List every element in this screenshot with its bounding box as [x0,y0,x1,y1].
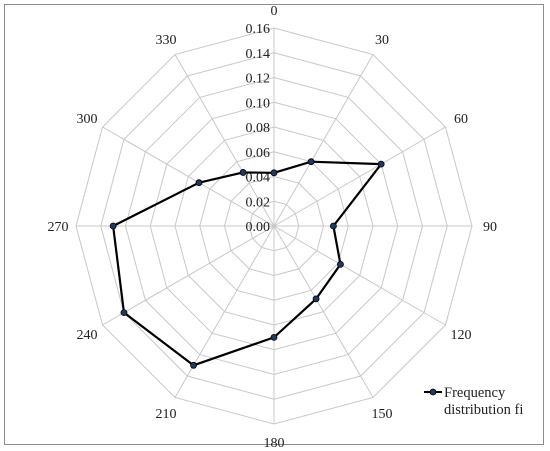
data-point [239,169,247,176]
radial-tick-label: 0.10 [246,96,271,111]
angle-label: 300 [76,112,97,127]
grid-spoke [174,54,275,227]
data-point [337,260,344,268]
data-point [329,222,337,230]
data-point [109,222,117,230]
radial-tick-label: 0.06 [246,146,271,161]
angle-label: 0 [271,4,278,19]
angle-label: 30 [375,33,389,48]
angle-label: 330 [156,33,177,48]
legend: Frequency distribution fi [424,385,523,418]
radial-tick-label: 0.08 [246,121,271,136]
radial-tick-label: 0.16 [246,22,271,37]
data-point [307,158,315,166]
data-point [270,169,278,177]
data-point [312,295,320,303]
angle-labels: 0 30 60 90 120 150 180 210 240 270 300 330 [48,4,498,451]
grid-spoke [273,225,446,326]
data-point [270,333,278,341]
radial-tick-label: 0.00 [246,220,271,235]
angle-label: 240 [76,328,97,343]
angle-label: 60 [454,112,468,127]
data-point [190,361,197,369]
radial-tick-label: 0.14 [246,47,271,62]
radial-tick-label: 0.02 [246,195,271,210]
data-point [195,179,203,187]
legend-label-line2: distribution fi [444,402,523,418]
angle-label: 180 [264,436,285,451]
grid-spoke [102,126,275,227]
data-point [120,309,128,317]
grid-spoke [273,54,374,227]
grid-spoke [174,225,275,398]
angle-label: 270 [48,220,69,235]
radar-grid [75,27,473,425]
data-point [377,160,385,168]
radial-tick-label: 0.04 [246,171,271,186]
angle-label: 120 [451,328,472,343]
grid-spoke [102,225,275,326]
legend-label-line1: Frequency [444,385,506,401]
angle-label: 210 [156,407,177,422]
angle-label: 90 [483,220,497,235]
legend-marker-swatch [429,388,437,396]
grid-spoke [273,126,446,227]
grid-spoke [273,225,374,398]
series-layer [109,158,385,369]
radial-tick-label: 0.12 [246,72,271,87]
radial-tick-labels: 0.00 0.02 0.04 0.06 0.08 0.10 0.12 0.14 0.16 [246,22,271,235]
angle-label: 150 [372,407,393,422]
